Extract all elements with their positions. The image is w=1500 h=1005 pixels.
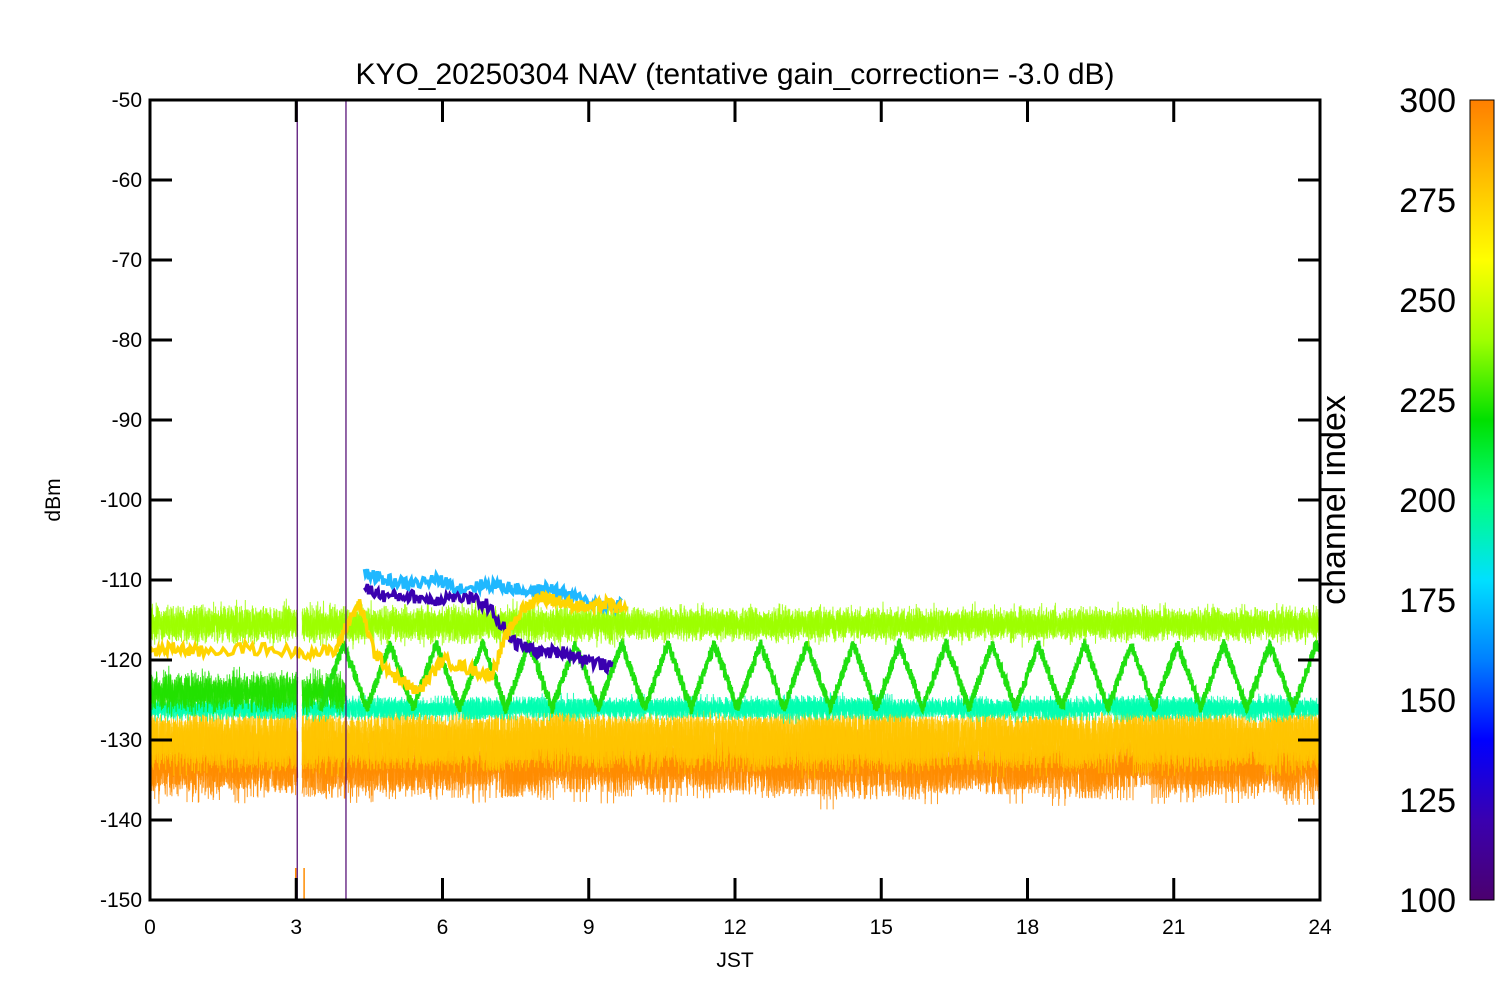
- x-tick-label: 0: [144, 916, 156, 939]
- x-tick-label: 15: [870, 916, 893, 939]
- colorbar: 300 275 250 225 200 175 150 125 100: [1399, 82, 1495, 920]
- y-tick-label: -100: [100, 489, 142, 512]
- series-ch-180: [362, 568, 623, 617]
- colorbar-tick-label: 250: [1399, 282, 1456, 320]
- y-axis-label: dBm: [42, 478, 65, 521]
- y-tick-label: -80: [112, 329, 142, 352]
- x-tick-label: 9: [583, 916, 595, 939]
- y-tick-label: -130: [100, 729, 142, 752]
- y-tick-label: -90: [112, 409, 142, 432]
- colorbar-label: channel index: [1315, 395, 1353, 605]
- series-ch-228: [319, 637, 1320, 716]
- y-tick-label: -60: [112, 169, 142, 192]
- y-tick-label: -110: [102, 569, 142, 592]
- series-ch-110: [363, 583, 614, 676]
- x-tick-label: 18: [1016, 916, 1039, 939]
- colorbar-tick-label: 300: [1399, 82, 1456, 120]
- x-tick-label: 12: [723, 916, 746, 939]
- chart-title: KYO_20250304 NAV (tentative gain_correct…: [355, 58, 1114, 91]
- colorbar-tick-label: 100: [1399, 882, 1456, 920]
- series-ch-265: [150, 589, 629, 695]
- x-tick-label: 24: [1308, 916, 1332, 939]
- plot-data-area: [150, 100, 1320, 900]
- colorbar-gradient: [1469, 99, 1495, 901]
- colorbar-tick-label: 150: [1399, 682, 1456, 720]
- plot-axes: 0 3 6 9 12 15 18 21 24 -50 -60 -70 -80 -90 -100 -110 -12…: [100, 89, 1332, 939]
- x-tick-label: 3: [290, 916, 302, 939]
- colorbar-tick-label: 225: [1399, 382, 1456, 420]
- y-tick-label: -50: [112, 89, 142, 112]
- y-tick-label: -140: [100, 809, 142, 832]
- colorbar-tick-label: 275: [1399, 182, 1456, 220]
- x-tick-label: 6: [437, 916, 449, 939]
- series-ch-250: [150, 598, 1320, 651]
- colorbar-tick-label: 200: [1399, 482, 1456, 520]
- colorbar-tick-label: 175: [1399, 582, 1456, 620]
- y-tick-label: -70: [112, 249, 142, 272]
- colorbar-tick-label: 125: [1399, 782, 1456, 820]
- x-tick-label: 21: [1162, 916, 1185, 939]
- series-ch-270: [150, 699, 1320, 779]
- x-axis-label: JST: [716, 949, 754, 972]
- y-tick-label: -150: [100, 889, 142, 912]
- series-ch-230: [150, 665, 346, 718]
- y-tick-label: -120: [100, 649, 142, 672]
